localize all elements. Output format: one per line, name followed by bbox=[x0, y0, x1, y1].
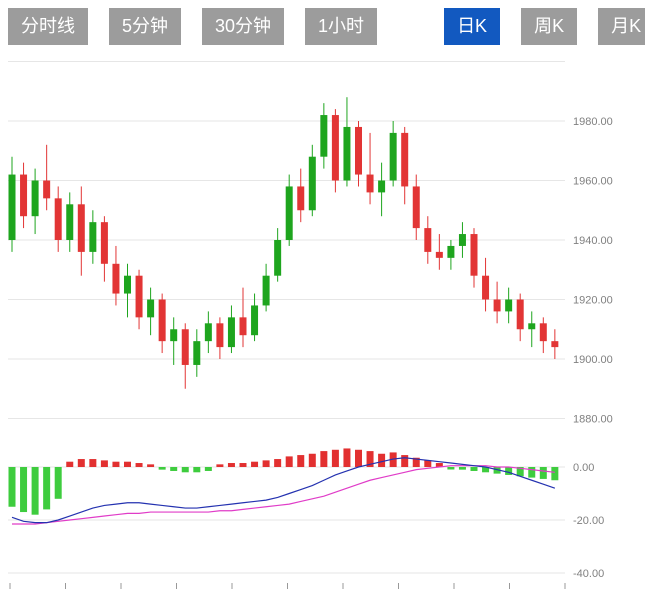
tab-1hour[interactable]: 1小时 bbox=[305, 8, 378, 45]
tab-time-line[interactable]: 分时线 bbox=[8, 8, 88, 45]
dea-line bbox=[12, 465, 555, 525]
price-tick-label: 1960.00 bbox=[573, 176, 613, 188]
price-tick-label: 1980.00 bbox=[573, 116, 613, 128]
axis-labels: 1980.00 1960.00 1940.00 1920.00 1900.00 1880.… bbox=[573, 116, 613, 580]
tab-monthly-k[interactable]: 月K bbox=[598, 8, 645, 45]
price-tick-label: 1920.00 bbox=[573, 295, 613, 307]
macd-histogram bbox=[8, 448, 559, 515]
timeframe-tabbar: 分时线 5分钟 30分钟 1小时 日K 周K 月K bbox=[0, 0, 645, 45]
price-tick-label: 1880.00 bbox=[573, 414, 613, 426]
macd-tick-label: -20.00 bbox=[573, 515, 604, 527]
macd-tick-label: 0.00 bbox=[573, 462, 594, 474]
x-axis-ticks bbox=[9, 583, 566, 589]
tab-weekly-k[interactable]: 周K bbox=[521, 8, 578, 45]
price-tick-label: 1900.00 bbox=[573, 354, 613, 366]
tab-daily-k[interactable]: 日K bbox=[444, 8, 501, 45]
dif-line bbox=[11, 457, 556, 524]
kline-chart-area[interactable]: 1980.00 1960.00 1940.00 1920.00 1900.00 1880.… bbox=[0, 45, 645, 590]
tab-30min[interactable]: 30分钟 bbox=[202, 8, 285, 45]
macd-tick-label: -40.00 bbox=[573, 568, 604, 580]
tab-5min[interactable]: 5分钟 bbox=[109, 8, 182, 45]
price-tick-label: 1940.00 bbox=[573, 235, 613, 247]
candlestick-macd-chart[interactable]: 1980.00 1960.00 1940.00 1920.00 1900.00 1880.… bbox=[0, 45, 645, 590]
gridlines bbox=[8, 61, 565, 574]
candles bbox=[8, 97, 559, 389]
